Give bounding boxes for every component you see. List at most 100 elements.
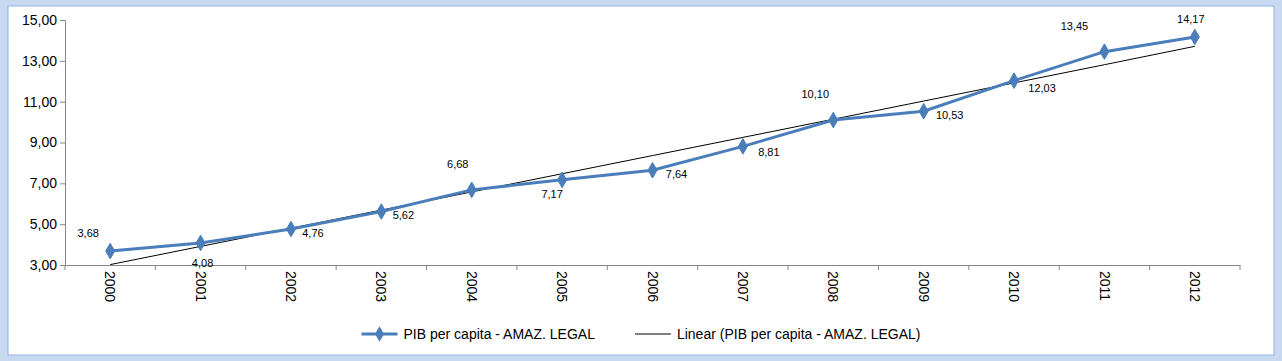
x-tick-label: 2001 bbox=[193, 271, 209, 302]
y-tick: 9,00 bbox=[30, 134, 65, 150]
legend-label: Linear (PIB per capita - AMAZ. LEGAL) bbox=[677, 326, 921, 342]
marker bbox=[286, 221, 295, 237]
x-tick-mark bbox=[516, 265, 517, 270]
x-tick-mark bbox=[426, 265, 427, 270]
x-tick-mark bbox=[65, 265, 66, 270]
x-tick-label: 2012 bbox=[1187, 271, 1203, 302]
data-label: 3,68 bbox=[77, 227, 98, 239]
y-tick-mark bbox=[60, 183, 65, 184]
y-tick-label: 15,00 bbox=[22, 12, 57, 28]
data-label: 5,62 bbox=[393, 209, 414, 221]
marker bbox=[558, 172, 567, 188]
x-tick: 2009 bbox=[916, 271, 932, 302]
x-tick: 2007 bbox=[735, 271, 751, 302]
marker bbox=[648, 162, 657, 178]
x-tick: 2012 bbox=[1187, 271, 1203, 302]
y-tick-label: 9,00 bbox=[30, 134, 57, 150]
y-tick-mark bbox=[60, 265, 65, 266]
data-label: 10,53 bbox=[936, 109, 964, 121]
x-tick: 2004 bbox=[464, 271, 480, 302]
series-line bbox=[110, 37, 1195, 251]
legend-marker bbox=[375, 326, 384, 342]
y-tick: 11,00 bbox=[23, 94, 65, 110]
legend-item: Linear (PIB per capita - AMAZ. LEGAL) bbox=[635, 326, 921, 342]
marker bbox=[467, 182, 476, 198]
y-tick: 13,00 bbox=[22, 53, 65, 69]
marker bbox=[829, 112, 838, 128]
data-label: 10,10 bbox=[802, 88, 830, 100]
y-tick: 7,00 bbox=[30, 175, 65, 191]
x-tick-mark bbox=[155, 265, 156, 270]
marker bbox=[919, 103, 928, 119]
x-tick-mark bbox=[336, 265, 337, 270]
x-tick-label: 2010 bbox=[1006, 271, 1022, 302]
data-label: 7,17 bbox=[541, 188, 562, 200]
marks bbox=[106, 29, 1200, 264]
x-tick-label: 2011 bbox=[1097, 271, 1113, 301]
marker bbox=[106, 243, 115, 259]
y-tick: 15,00 bbox=[22, 12, 65, 28]
x-tick: 2010 bbox=[1006, 271, 1022, 302]
data-label: 4,08 bbox=[192, 257, 213, 269]
x-tick: 2011 bbox=[1097, 271, 1113, 301]
y-axis-line bbox=[65, 21, 66, 266]
data-label: 7,64 bbox=[666, 168, 687, 180]
x-tick-mark bbox=[1149, 265, 1150, 270]
legend-item: PIB per capita - AMAZ. LEGAL bbox=[362, 326, 596, 342]
x-tick-mark bbox=[607, 265, 608, 270]
data-label: 4,76 bbox=[302, 227, 323, 239]
marker bbox=[1190, 29, 1199, 45]
x-tick-label: 2009 bbox=[916, 271, 932, 302]
y-tick-label: 13,00 bbox=[22, 53, 57, 69]
legend-label: PIB per capita - AMAZ. LEGAL bbox=[404, 326, 596, 342]
chart: 3,005,007,009,0011,0013,0015,00200020012… bbox=[0, 0, 1282, 361]
x-tick-mark bbox=[697, 265, 698, 270]
marker bbox=[196, 235, 205, 251]
y-tick: 3,00 bbox=[30, 257, 65, 273]
x-tick: 2002 bbox=[283, 271, 299, 302]
x-tick: 2003 bbox=[373, 271, 389, 302]
data-label: 6,68 bbox=[447, 158, 468, 170]
x-axis-line bbox=[66, 265, 1241, 266]
chart-area bbox=[8, 6, 1274, 355]
y-tick-mark bbox=[60, 224, 65, 225]
x-tick: 2001 bbox=[193, 271, 209, 302]
data-label: 12,03 bbox=[1028, 82, 1056, 94]
marker bbox=[738, 139, 747, 155]
x-tick-mark bbox=[968, 265, 969, 270]
x-tick-mark bbox=[1059, 265, 1060, 270]
y-tick-mark bbox=[60, 102, 65, 103]
y-axis: 3,00 5,00 7,00 9,00 11,00 13,00 15,00 bbox=[22, 12, 66, 273]
marker bbox=[1010, 73, 1019, 89]
x-tick-label: 2008 bbox=[825, 271, 841, 302]
x-tick: 2005 bbox=[554, 271, 570, 302]
x-axis: 2000 2001 2002 2003 2004 2005 2006 2007 2008 2009… bbox=[65, 265, 1241, 302]
data-label: 8,81 bbox=[758, 146, 779, 158]
x-tick-mark bbox=[788, 265, 789, 270]
plot: 3,005,007,009,0011,0013,0015,00200020012… bbox=[22, 12, 1241, 302]
x-tick-mark bbox=[245, 265, 246, 270]
y-tick-mark bbox=[60, 20, 65, 21]
x-tick-mark bbox=[878, 265, 879, 270]
x-tick: 2008 bbox=[825, 271, 841, 302]
y-tick-mark bbox=[60, 143, 65, 144]
marker bbox=[377, 204, 386, 220]
y-tick-label: 5,00 bbox=[30, 216, 57, 232]
marker bbox=[1100, 44, 1109, 60]
x-tick: 2000 bbox=[102, 271, 118, 302]
x-tick-label: 2004 bbox=[464, 271, 480, 302]
y-tick-label: 3,00 bbox=[30, 257, 57, 273]
x-tick-label: 2000 bbox=[102, 271, 118, 302]
data-label: 14,17 bbox=[1177, 13, 1205, 25]
legend: PIB per capita - AMAZ. LEGAL Linear (PIB … bbox=[362, 326, 921, 342]
x-tick-label: 2003 bbox=[373, 271, 389, 302]
y-tick-label: 11,00 bbox=[23, 94, 57, 110]
y-tick: 5,00 bbox=[30, 216, 65, 232]
x-tick-mark bbox=[1240, 265, 1241, 270]
x-tick-label: 2007 bbox=[735, 271, 751, 302]
y-tick-mark bbox=[60, 61, 65, 62]
data-label: 13,45 bbox=[1061, 19, 1089, 31]
y-tick-label: 7,00 bbox=[30, 175, 57, 191]
legend-swatch bbox=[635, 334, 671, 335]
x-tick-label: 2006 bbox=[645, 271, 661, 302]
